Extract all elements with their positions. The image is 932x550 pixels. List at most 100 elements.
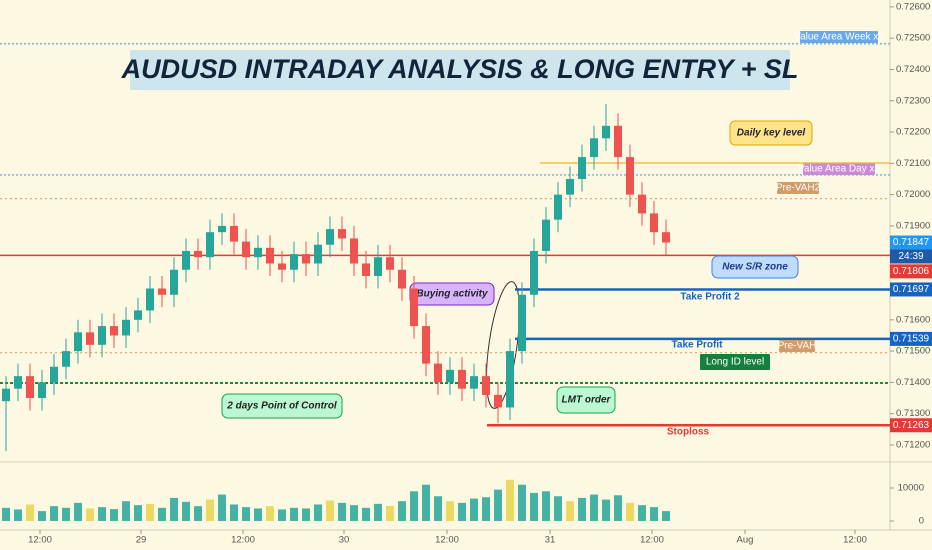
volume-bar bbox=[494, 489, 502, 521]
volume-bar bbox=[398, 501, 406, 521]
volume-bar bbox=[338, 502, 346, 521]
y-tick-label: 0.72500 bbox=[896, 33, 930, 44]
level-label: Daily key level bbox=[737, 128, 806, 139]
candle-body bbox=[614, 125, 622, 158]
x-tick-label: 12:00 bbox=[640, 535, 664, 546]
candle-body bbox=[554, 194, 562, 220]
price-label: 0.71263 bbox=[893, 420, 930, 431]
volume-bar bbox=[614, 495, 622, 521]
y-tick-label: 0.71600 bbox=[896, 314, 930, 325]
volume-bar bbox=[314, 504, 322, 521]
volume-bar bbox=[74, 502, 82, 521]
candle-body bbox=[182, 250, 190, 270]
x-tick-label: 12:00 bbox=[843, 535, 867, 546]
price-label: 0.71847 bbox=[893, 237, 930, 248]
volume-bar bbox=[602, 499, 610, 521]
x-tick-label: 12:00 bbox=[28, 535, 52, 546]
x-tick-label: 30 bbox=[339, 535, 350, 546]
volume-bar bbox=[374, 503, 382, 521]
candle-body bbox=[98, 326, 106, 345]
volume-bar bbox=[2, 507, 10, 521]
candle-body bbox=[74, 332, 82, 352]
y-tick-label: 0.71300 bbox=[896, 408, 930, 419]
level-label: Take Profit bbox=[672, 340, 724, 351]
volume-bar bbox=[302, 508, 310, 521]
candle-body bbox=[398, 269, 406, 289]
candle-body bbox=[470, 376, 478, 389]
candle-body bbox=[194, 250, 202, 258]
price-label-box bbox=[890, 282, 932, 297]
x-tick-label: 12:00 bbox=[231, 535, 255, 546]
volume-tick-label: 10000 bbox=[898, 483, 924, 494]
candle-body bbox=[218, 225, 226, 233]
y-tick-label: 0.71500 bbox=[896, 346, 930, 357]
candle-body bbox=[422, 326, 430, 364]
y-tick-label: 0.72000 bbox=[896, 189, 930, 200]
highlight-ellipse bbox=[486, 281, 520, 409]
y-tick-label: 0.71400 bbox=[896, 377, 930, 388]
annotation-box bbox=[556, 386, 616, 414]
candle-body bbox=[626, 157, 634, 195]
candle-body bbox=[242, 241, 250, 258]
candle-body bbox=[230, 225, 238, 242]
countdown-box bbox=[890, 249, 932, 264]
volume-bar bbox=[362, 507, 370, 521]
volume-bar bbox=[194, 506, 202, 521]
volume-bar bbox=[134, 505, 142, 521]
candle-body bbox=[134, 310, 142, 320]
volume-bar bbox=[638, 505, 646, 521]
candle-body bbox=[458, 369, 466, 389]
candle-body bbox=[278, 263, 286, 270]
x-tick-label: 29 bbox=[136, 535, 147, 546]
y-tick-label: 0.72200 bbox=[896, 127, 930, 138]
level-label-box bbox=[800, 31, 878, 43]
level-label: Long ID level bbox=[706, 357, 764, 368]
candle-body bbox=[86, 332, 94, 345]
volume-bar bbox=[230, 504, 238, 521]
volume-bar bbox=[422, 484, 430, 521]
price-label: 0.71697 bbox=[893, 284, 930, 295]
candle-body bbox=[338, 229, 346, 239]
candle-body bbox=[290, 254, 298, 270]
candle-body bbox=[638, 194, 646, 214]
volume-bar bbox=[626, 502, 634, 521]
level-label: Value Area Day x2 bbox=[798, 164, 881, 175]
candle-body bbox=[206, 232, 214, 258]
candle-body bbox=[542, 219, 550, 251]
candle-body bbox=[122, 319, 130, 336]
candle-body bbox=[158, 288, 166, 295]
volume-bar bbox=[290, 507, 298, 521]
volume-bar bbox=[266, 506, 274, 521]
volume-bar bbox=[566, 501, 574, 521]
candle-body bbox=[566, 178, 574, 195]
volume-bar bbox=[650, 507, 658, 521]
y-tick-label: 0.72100 bbox=[896, 158, 930, 169]
volume-tick-label: 0 bbox=[919, 516, 924, 527]
candle-body bbox=[662, 232, 670, 243]
candle-body bbox=[446, 369, 454, 383]
title-box bbox=[130, 50, 790, 90]
volume-bar bbox=[206, 499, 214, 521]
candle-body bbox=[2, 388, 10, 402]
candle-body bbox=[650, 213, 658, 233]
volume-bar bbox=[386, 505, 394, 521]
level-label-box bbox=[729, 120, 813, 146]
x-tick-label: Aug bbox=[737, 535, 754, 546]
price-label-box bbox=[890, 264, 932, 279]
annotation: 2 days Point of Control bbox=[226, 401, 337, 412]
candle-body bbox=[314, 244, 322, 264]
volume-bar bbox=[122, 501, 130, 521]
volume-bar bbox=[146, 503, 154, 521]
volume-bar bbox=[506, 479, 514, 521]
y-tick-label: 0.72300 bbox=[896, 95, 930, 106]
volume-bar bbox=[278, 509, 286, 521]
volume-bar bbox=[14, 509, 22, 521]
level-label-box bbox=[803, 163, 875, 175]
candle-body bbox=[50, 366, 58, 383]
candle-body bbox=[14, 376, 22, 389]
price-label: 0.71806 bbox=[893, 266, 930, 277]
volume-bar bbox=[98, 507, 106, 521]
level-label: Value Area Week x2 bbox=[794, 32, 884, 43]
annotation: LMT order bbox=[562, 395, 612, 406]
